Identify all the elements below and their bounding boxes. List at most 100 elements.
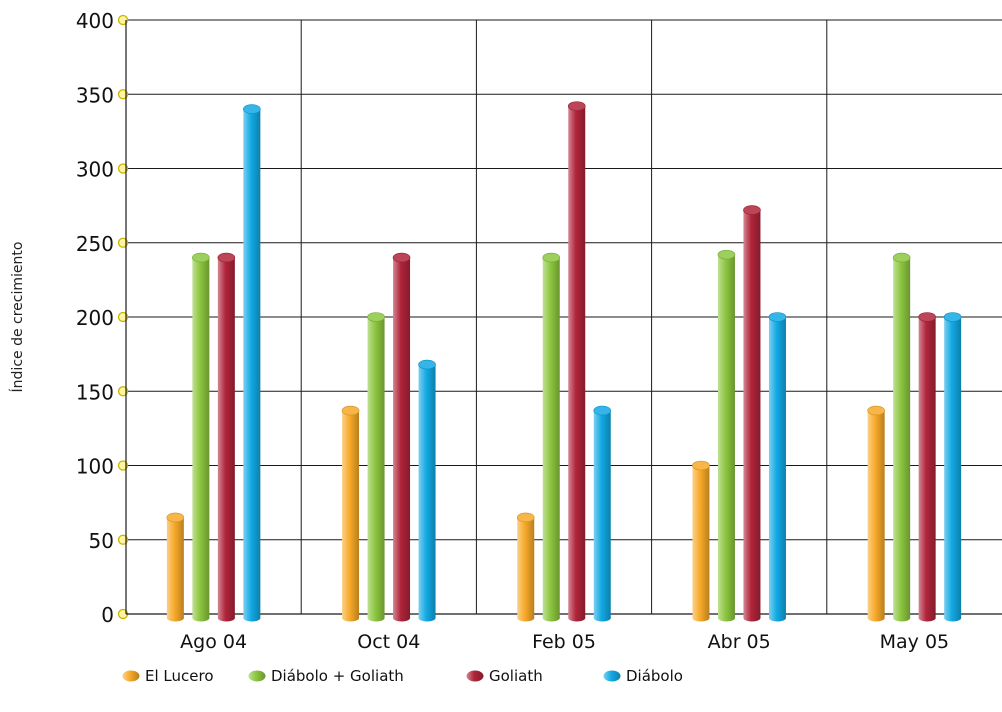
y-tick-label: 400 [76, 9, 114, 33]
y-tick-marker [117, 534, 129, 545]
bar-di-bolo-goliath-ago-04 [192, 252, 210, 622]
y-tick-label: 350 [76, 83, 114, 107]
legend-label: Diábolo + Goliath [271, 667, 404, 685]
bar-body [342, 410, 360, 618]
bar-body [192, 257, 210, 618]
legend-swatch [122, 670, 140, 682]
legend-swatch [603, 670, 621, 682]
bar-cap [867, 405, 885, 416]
bar-cap [892, 252, 911, 263]
bar-cap [542, 252, 561, 263]
y-tick-marker [117, 89, 129, 100]
bar-di-bolo-feb-05 [593, 405, 612, 622]
x-tick-label: Ago 04 [180, 631, 247, 653]
bar-base [243, 614, 261, 622]
labels: 0 50 100 150 200 250 300 350 400 Ago 04 Oct 04 Feb … [9, 9, 949, 653]
bar-body [517, 517, 535, 618]
legend: El Lucero Diábolo + Goliath Goliath Diábolo [122, 667, 683, 685]
bar-el-lucero-oct-04 [341, 405, 360, 622]
bar-body [768, 317, 786, 618]
legend-label: Goliath [489, 667, 543, 685]
bar-base [893, 614, 911, 622]
bar-body [717, 254, 735, 618]
bar-cap [743, 205, 761, 215]
bar-el-lucero-feb-05 [516, 512, 535, 622]
bar-body [867, 410, 885, 618]
bar-el-lucero-ago-04 [166, 512, 185, 622]
bar-di-bolo-goliath-oct-04 [367, 312, 385, 622]
grid [126, 19, 1002, 614]
y-tick-label: 0 [101, 603, 114, 627]
bar-base [217, 614, 235, 622]
legend-swatch [248, 670, 266, 682]
bar-base [692, 614, 710, 622]
y-tick-label: 250 [76, 232, 114, 256]
bar-base [192, 614, 210, 622]
bar-body [918, 317, 936, 618]
bar-body [367, 317, 385, 618]
y-tick-marker [117, 163, 129, 174]
legend-swatch [466, 670, 484, 682]
bar-base [393, 614, 411, 622]
legend-label: El Lucero [145, 667, 214, 685]
bar-goliath-ago-04 [217, 252, 236, 622]
y-tick-label: 200 [76, 306, 114, 330]
x-tick-label: Abr 05 [708, 631, 771, 653]
bar-di-bolo-goliath-may-05 [892, 252, 911, 622]
bar-cap [392, 252, 411, 263]
y-tick-marker [117, 311, 129, 323]
bar-body [593, 410, 611, 618]
bar-base [342, 614, 360, 622]
bar-body [743, 210, 761, 618]
bar-el-lucero-abr-05 [692, 460, 710, 622]
x-tick-label: Feb 05 [532, 631, 596, 653]
bar-cap [692, 460, 710, 471]
legend-item: El Lucero [122, 667, 214, 685]
bar-base [768, 614, 786, 622]
y-tick-marker [117, 460, 129, 471]
y-tick-label: 150 [76, 380, 114, 404]
bar-base [418, 614, 436, 622]
bar-base [166, 614, 184, 622]
bar-cap [593, 405, 612, 416]
axes [117, 14, 1002, 620]
bar-body [418, 364, 436, 618]
bar-cap [717, 249, 736, 260]
bar-goliath-feb-05 [567, 101, 586, 622]
bar-body [893, 257, 911, 618]
bars [166, 101, 962, 622]
y-tick-label: 300 [76, 158, 114, 182]
legend-label: Diábolo [626, 667, 683, 685]
bar-cap [166, 512, 185, 523]
bar-di-bolo-ago-04 [243, 104, 261, 622]
bar-cap [367, 312, 385, 322]
bar-el-lucero-may-05 [867, 405, 885, 622]
bar-di-bolo-goliath-abr-05 [717, 249, 736, 622]
bar-base [568, 614, 586, 622]
x-tick-label: May 05 [880, 631, 950, 653]
bar-di-bolo-abr-05 [768, 312, 787, 622]
bar-body [243, 109, 261, 618]
bar-body [568, 106, 586, 618]
bar-base [867, 614, 885, 622]
bar-di-bolo-goliath-feb-05 [542, 252, 561, 622]
bar-cap [217, 252, 236, 263]
bar-cap [768, 312, 787, 322]
bar-goliath-abr-05 [743, 205, 761, 622]
bar-body [542, 257, 560, 618]
bar-body [217, 257, 235, 618]
y-tick-marker [117, 14, 129, 26]
bar-cap [516, 512, 535, 523]
bar-cap [192, 252, 210, 263]
bar-di-bolo-may-05 [943, 312, 962, 622]
y-tick-marker [117, 237, 129, 248]
bar-cap [567, 101, 586, 111]
bar-base [743, 614, 761, 622]
bar-body [692, 465, 710, 618]
x-tick-label: Oct 04 [357, 631, 420, 653]
y-tick-label: 50 [89, 529, 114, 553]
bar-goliath-oct-04 [392, 252, 411, 622]
bar-body [166, 517, 184, 618]
